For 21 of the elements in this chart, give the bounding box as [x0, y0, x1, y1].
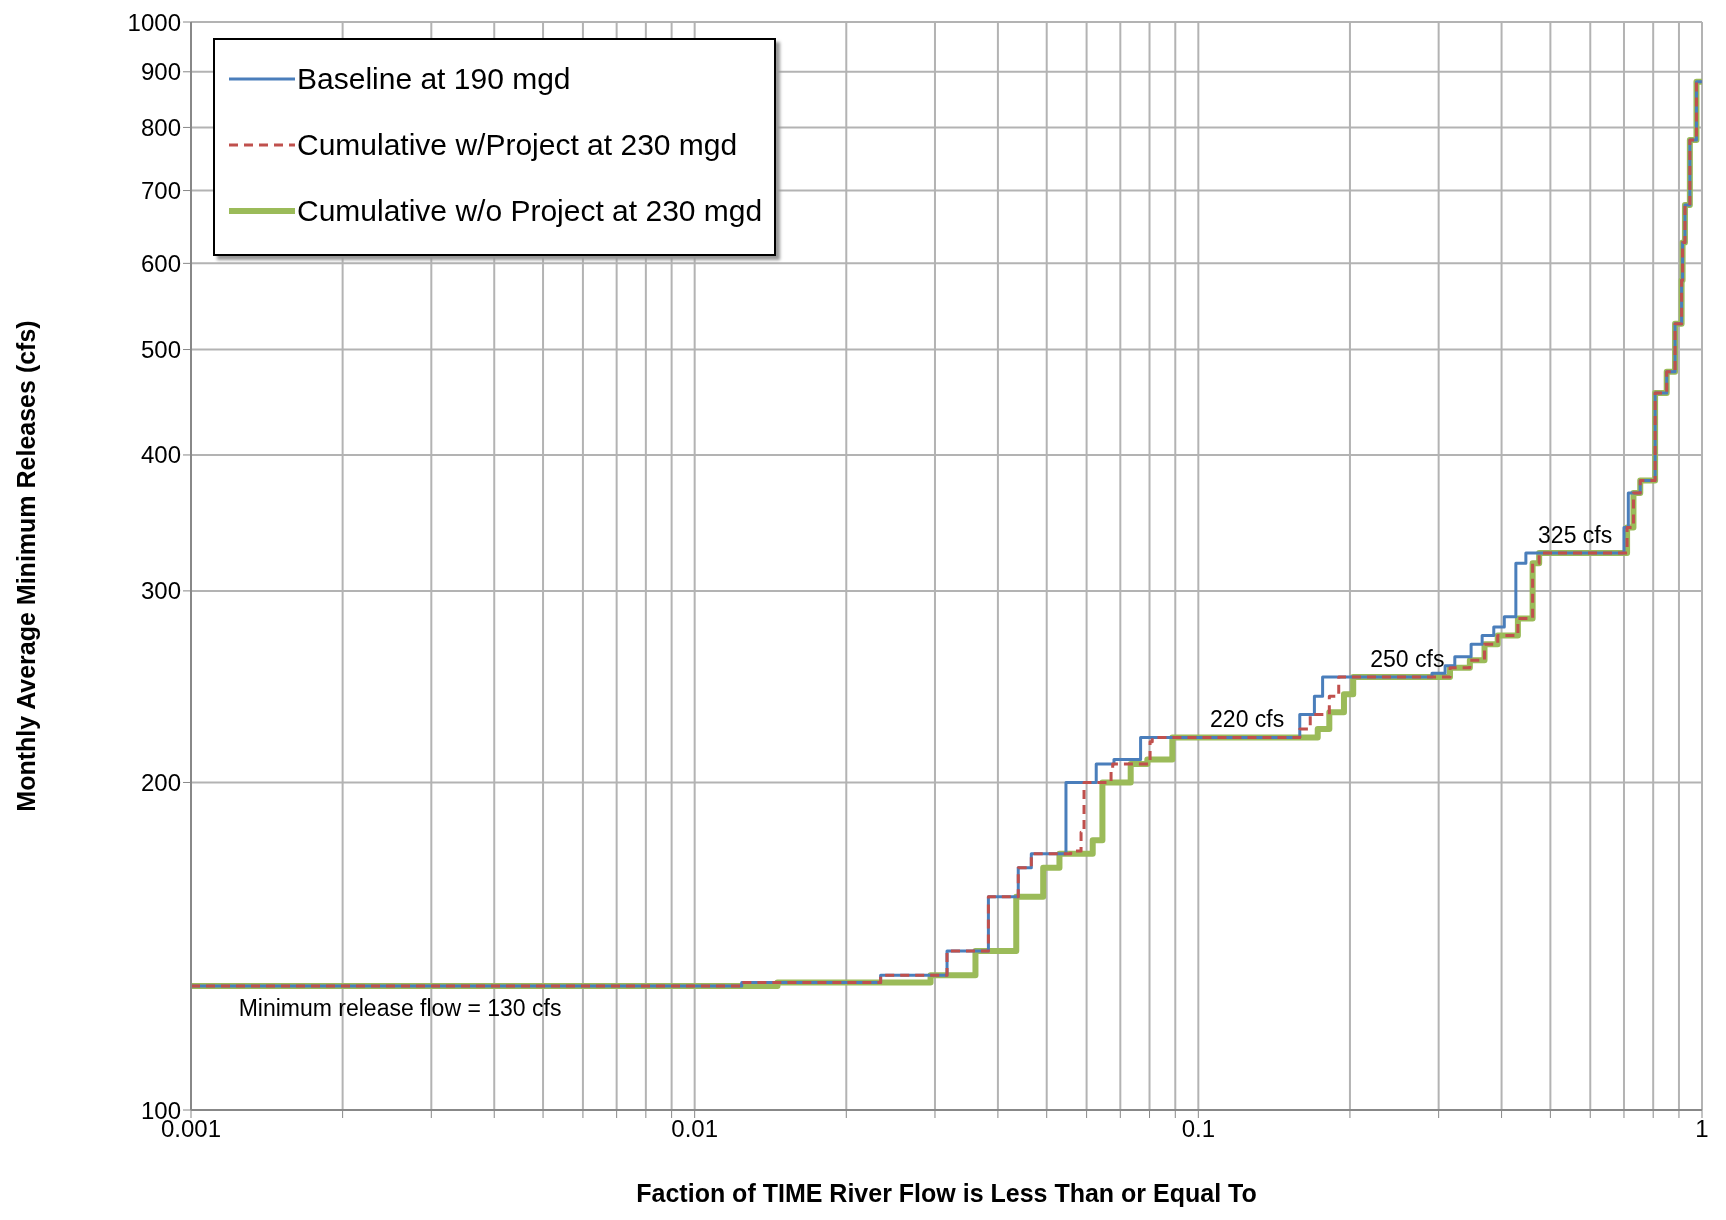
x-tick-label: 0.1 [1181, 1115, 1216, 1143]
x-tick-label: 1 [1695, 1115, 1709, 1143]
y-tick-label: 500 [140, 336, 181, 364]
legend-label: Cumulative w/Project at 230 mgd [297, 128, 738, 162]
x-tick-label: 0.01 [671, 1115, 719, 1143]
annotation: 325 cfs [1538, 522, 1613, 549]
annotation: 250 cfs [1370, 646, 1445, 673]
y-tick-label: 1000 [127, 8, 181, 36]
legend-label: Baseline at 190 mgd [297, 62, 571, 96]
x-axis-title: Faction of TIME River Flow is Less Than or Equal To [636, 1179, 1257, 1207]
annotation: 220 cfs [1210, 706, 1285, 733]
y-tick-label: 200 [140, 769, 181, 796]
annotation: Minimum release flow = 130 cfs [238, 995, 562, 1022]
y-tick-label: 600 [140, 249, 181, 277]
y-tick-label: 800 [140, 113, 181, 141]
y-tick-label: 400 [140, 441, 181, 469]
legend-label: Cumulative w/o Project at 230 mgd [297, 194, 763, 228]
y-tick-label: 900 [140, 58, 181, 86]
y-tick-label: 700 [140, 177, 181, 205]
y-tick-label: 300 [140, 577, 181, 605]
y-axis-title: Monthly Average Minimum Releases (cfs) [11, 320, 40, 812]
